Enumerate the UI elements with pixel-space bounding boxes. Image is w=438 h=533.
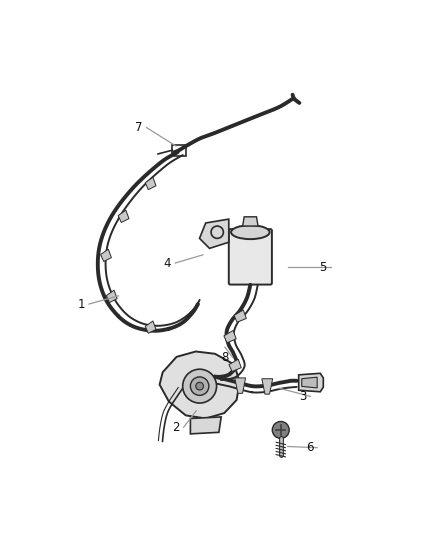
Polygon shape (190, 417, 221, 434)
Polygon shape (106, 290, 117, 303)
Text: 1: 1 (78, 297, 85, 311)
Text: 2: 2 (172, 421, 179, 434)
Polygon shape (233, 310, 246, 322)
Text: 7: 7 (135, 121, 142, 134)
Polygon shape (223, 330, 236, 343)
FancyBboxPatch shape (228, 229, 271, 285)
Polygon shape (145, 321, 155, 333)
Polygon shape (118, 210, 129, 222)
Circle shape (272, 422, 289, 439)
Polygon shape (159, 351, 239, 418)
Polygon shape (145, 177, 155, 190)
Text: 5: 5 (318, 261, 326, 273)
Polygon shape (301, 377, 316, 388)
Text: 4: 4 (163, 256, 171, 270)
Text: 8: 8 (221, 351, 228, 364)
Circle shape (190, 377, 208, 395)
Text: 3: 3 (298, 390, 306, 403)
Polygon shape (229, 359, 241, 372)
Ellipse shape (230, 225, 269, 239)
Polygon shape (298, 373, 322, 392)
Circle shape (195, 382, 203, 390)
Polygon shape (242, 217, 258, 226)
Polygon shape (199, 219, 228, 248)
Polygon shape (234, 378, 245, 393)
Circle shape (182, 369, 216, 403)
Polygon shape (100, 249, 111, 262)
Polygon shape (261, 379, 272, 394)
Text: 6: 6 (305, 441, 313, 454)
